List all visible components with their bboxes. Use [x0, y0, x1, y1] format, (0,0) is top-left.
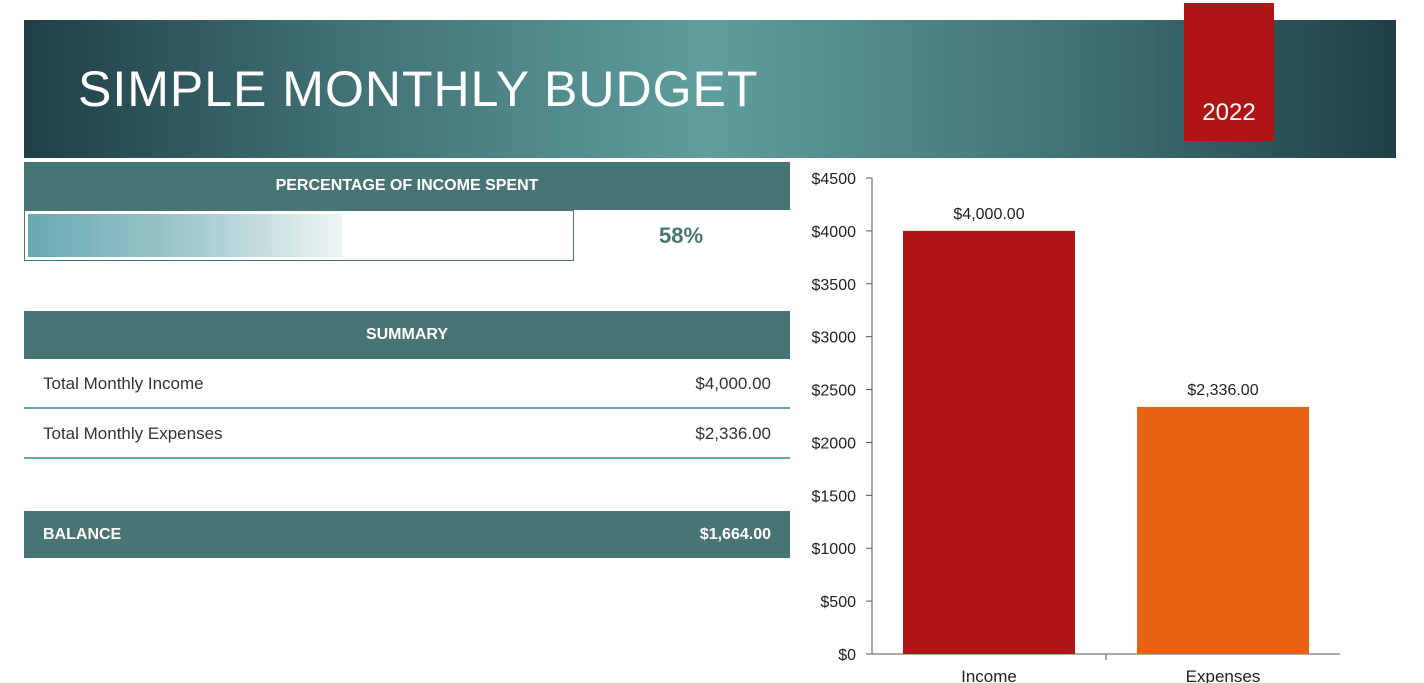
- year-badge: 2022: [1184, 3, 1274, 141]
- percentage-spent-value: 58%: [658, 222, 704, 248]
- bar-income: [903, 230, 1075, 654]
- balance-row: BALANCE $1,664.00: [24, 511, 790, 558]
- x-tick-label-income: Income: [961, 667, 1017, 683]
- summary-title: SUMMARY: [365, 326, 449, 343]
- percentage-spent-title: PERCENTAGE OF INCOME SPENT: [275, 177, 539, 194]
- percentage-spent-header: PERCENTAGE OF INCOME SPENT: [24, 162, 790, 210]
- balance-value: $1,664.00: [699, 525, 771, 543]
- y-tick-label: $2500: [812, 383, 857, 400]
- data-label-income: $4,000.00: [953, 206, 1024, 223]
- y-tick-label: $3500: [812, 277, 857, 294]
- x-tick-label-expenses: Expenses: [1186, 667, 1261, 683]
- y-tick-label: $0: [838, 647, 856, 664]
- data-label-expenses: $2,336.00: [1187, 382, 1258, 399]
- percentage-spent-bar: [24, 210, 574, 261]
- summary-header: SUMMARY: [24, 311, 790, 359]
- page-title: SIMPLE MONTHLY BUDGET: [78, 61, 759, 117]
- income-label: Total Monthly Income: [43, 373, 204, 393]
- income-value: $4,000.00: [695, 373, 771, 393]
- y-tick-label: $4500: [812, 171, 857, 188]
- summary-row-income: Total Monthly Income $4,000.00: [24, 360, 790, 409]
- y-tick-label: $4000: [812, 224, 857, 241]
- balance-label: BALANCE: [43, 525, 122, 543]
- income-expenses-chart: $0 $500 $1000 $1500 $2000 $2500 $3000 $3500 $400…: [812, 171, 1340, 683]
- expenses-label: Total Monthly Expenses: [43, 423, 223, 443]
- header-banner: SIMPLE MONTHLY BUDGET: [24, 20, 1396, 158]
- y-tick-label: $2000: [812, 435, 857, 452]
- y-tick-label: $1500: [812, 488, 857, 505]
- percentage-spent-fill: [28, 214, 342, 257]
- y-tick-label: $500: [820, 594, 856, 611]
- y-tick-label: $3000: [812, 330, 857, 347]
- expenses-value: $2,336.00: [695, 423, 771, 443]
- summary-row-expenses: Total Monthly Expenses $2,336.00: [24, 410, 790, 459]
- y-tick-label: $1000: [812, 541, 857, 558]
- year-label: 2022: [1202, 99, 1256, 126]
- bar-expenses: [1137, 406, 1309, 654]
